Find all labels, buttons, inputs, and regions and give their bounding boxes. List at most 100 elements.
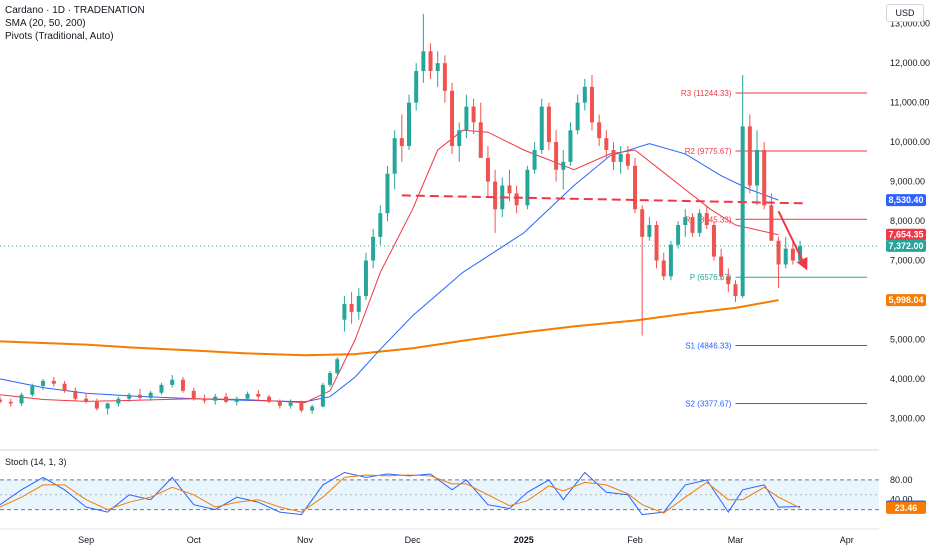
- price-tag[interactable]: 7,654.35: [886, 228, 926, 241]
- candle[interactable]: [507, 169, 512, 202]
- candle[interactable]: [421, 13, 426, 83]
- candle[interactable]: [267, 394, 272, 404]
- stoch-d-line[interactable]: [0, 474, 801, 514]
- candle[interactable]: [310, 404, 315, 414]
- candle[interactable]: [342, 296, 347, 332]
- candle[interactable]: [532, 142, 537, 174]
- candle[interactable]: [525, 165, 530, 210]
- candle[interactable]: [385, 165, 390, 222]
- candle[interactable]: [719, 248, 724, 281]
- candle[interactable]: [747, 114, 752, 194]
- resistance-dashed-line[interactable]: [401, 194, 804, 205]
- candle[interactable]: [790, 240, 795, 265]
- candle[interactable]: [41, 378, 46, 390]
- candle[interactable]: [704, 205, 709, 229]
- candle[interactable]: [654, 221, 659, 269]
- candle[interactable]: [414, 63, 419, 111]
- pivots-indicator-label[interactable]: Pivots (Traditional, Auto): [5, 31, 114, 42]
- candle[interactable]: [640, 205, 645, 336]
- candle[interactable]: [546, 102, 551, 150]
- candle[interactable]: [94, 398, 99, 411]
- candle[interactable]: [633, 157, 638, 214]
- candle[interactable]: [363, 252, 368, 300]
- candle[interactable]: [457, 122, 462, 162]
- candle[interactable]: [539, 98, 544, 154]
- candle[interactable]: [464, 94, 469, 139]
- candle[interactable]: [726, 268, 731, 293]
- candle[interactable]: [127, 392, 132, 402]
- price-tag[interactable]: 5,998.04: [886, 294, 926, 307]
- candle[interactable]: [328, 371, 333, 387]
- candle[interactable]: [428, 43, 433, 79]
- candle[interactable]: [776, 236, 781, 289]
- currency-button[interactable]: USD: [886, 4, 924, 22]
- candle[interactable]: [442, 55, 447, 103]
- candle[interactable]: [378, 205, 383, 245]
- candle[interactable]: [554, 130, 559, 182]
- candle[interactable]: [392, 130, 397, 190]
- candle[interactable]: [783, 236, 788, 269]
- candle[interactable]: [170, 375, 175, 388]
- candle[interactable]: [597, 114, 602, 147]
- candle[interactable]: [105, 402, 110, 415]
- candle[interactable]: [299, 400, 304, 413]
- candle[interactable]: [683, 209, 688, 237]
- candle[interactable]: [213, 393, 218, 405]
- price-tag[interactable]: 7,372.00: [886, 239, 926, 252]
- candle[interactable]: [733, 280, 738, 302]
- candle[interactable]: [604, 130, 609, 158]
- candle[interactable]: [676, 221, 681, 249]
- candle[interactable]: [485, 146, 490, 198]
- symbol-title[interactable]: Cardano · 1D · TRADENATION: [5, 5, 145, 16]
- sma50-line[interactable]: [0, 143, 779, 403]
- candle[interactable]: [224, 392, 229, 404]
- candle[interactable]: [180, 376, 185, 393]
- candle[interactable]: [690, 213, 695, 237]
- candle[interactable]: [471, 98, 476, 135]
- candle[interactable]: [245, 391, 250, 401]
- candle[interactable]: [740, 75, 745, 299]
- candle[interactable]: [256, 390, 261, 400]
- candle[interactable]: [661, 252, 666, 281]
- candle[interactable]: [84, 393, 89, 404]
- candle[interactable]: [234, 396, 239, 406]
- stoch-indicator-label[interactable]: Stoch (14, 1, 3): [5, 457, 67, 467]
- price-tag[interactable]: 23.46: [886, 501, 926, 514]
- candle[interactable]: [73, 387, 78, 401]
- candle[interactable]: [0, 396, 2, 404]
- candle[interactable]: [582, 78, 587, 111]
- candle[interactable]: [589, 75, 594, 131]
- candle[interactable]: [478, 102, 483, 158]
- candle[interactable]: [349, 292, 354, 324]
- candle[interactable]: [407, 94, 412, 150]
- candle[interactable]: [356, 288, 361, 320]
- candle[interactable]: [561, 150, 566, 190]
- candle[interactable]: [755, 130, 760, 206]
- candle[interactable]: [51, 376, 56, 387]
- candle[interactable]: [335, 357, 340, 375]
- candle[interactable]: [514, 185, 519, 214]
- candle[interactable]: [568, 122, 573, 166]
- candle[interactable]: [19, 392, 24, 406]
- candle[interactable]: [371, 228, 376, 269]
- sma-indicator-label[interactable]: SMA (20, 50, 200): [5, 18, 86, 29]
- candle[interactable]: [288, 399, 293, 409]
- candle[interactable]: [399, 114, 404, 162]
- candle[interactable]: [697, 209, 702, 237]
- candle[interactable]: [647, 217, 652, 241]
- candle[interactable]: [8, 398, 13, 407]
- bearish-arrow[interactable]: [777, 210, 808, 271]
- candle[interactable]: [769, 193, 774, 241]
- candle[interactable]: [450, 82, 455, 154]
- candle[interactable]: [611, 142, 616, 170]
- candle[interactable]: [668, 240, 673, 281]
- candle[interactable]: [762, 142, 767, 210]
- candle[interactable]: [320, 382, 325, 408]
- candle[interactable]: [493, 169, 498, 233]
- candle[interactable]: [625, 146, 630, 170]
- candle[interactable]: [137, 388, 142, 400]
- candle[interactable]: [575, 94, 580, 135]
- candle[interactable]: [711, 221, 716, 261]
- candle[interactable]: [116, 396, 121, 407]
